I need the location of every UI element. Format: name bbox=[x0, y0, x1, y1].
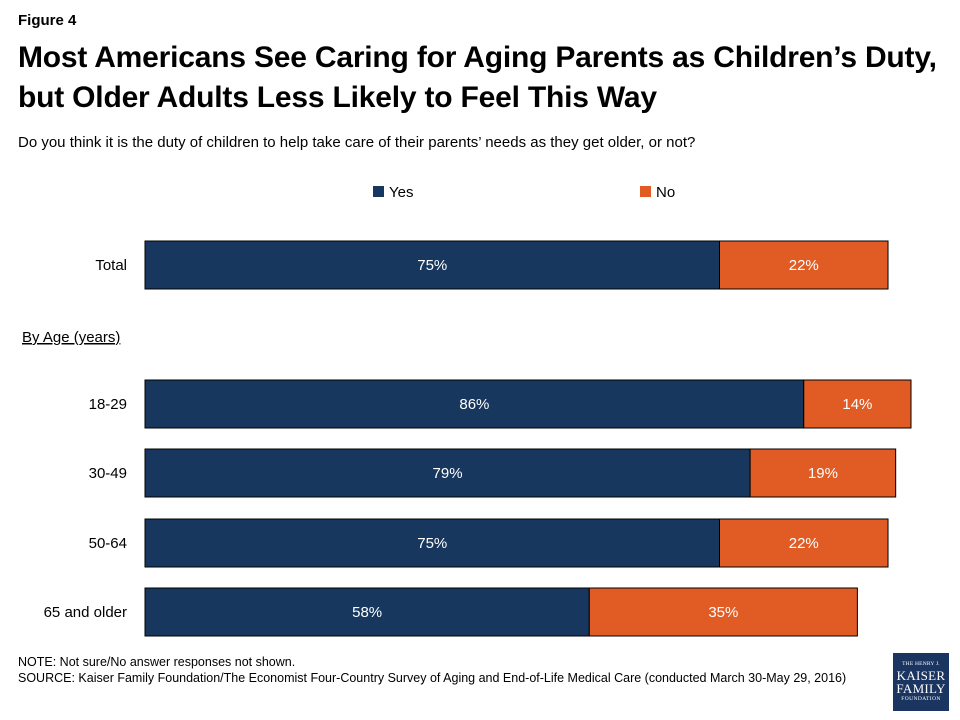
kff-logo: THE HENRY J. KAISER FAMILY FOUNDATION bbox=[893, 653, 949, 711]
data-label-no: 22% bbox=[789, 535, 819, 552]
bar-no bbox=[588, 587, 858, 637]
logo-line-1: THE HENRY J. bbox=[902, 660, 940, 667]
data-label-yes: 58% bbox=[352, 604, 382, 621]
group-label: By Age (years) bbox=[22, 329, 120, 346]
bar-yes bbox=[144, 240, 720, 290]
bar-no bbox=[719, 240, 889, 290]
figure-label: Figure 4 bbox=[18, 12, 77, 29]
data-label-yes: 79% bbox=[433, 465, 463, 482]
data-label-no: 19% bbox=[808, 465, 838, 482]
bar-no bbox=[719, 518, 889, 568]
category-label: 30-49 bbox=[89, 465, 127, 482]
chart-notes: NOTE: Not sure/No answer responses not s… bbox=[18, 654, 868, 686]
logo-line-4: FOUNDATION bbox=[901, 696, 941, 702]
data-label-no: 22% bbox=[789, 257, 819, 274]
bar-yes bbox=[144, 448, 751, 498]
chart-subtitle: Do you think it is the duty of children … bbox=[18, 134, 696, 151]
bar-yes bbox=[144, 587, 590, 637]
category-label: 18-29 bbox=[89, 396, 127, 413]
category-label: 50-64 bbox=[89, 535, 127, 552]
source-text: SOURCE: Kaiser Family Foundation/The Eco… bbox=[18, 671, 847, 685]
bar-no bbox=[749, 448, 897, 498]
data-label-no: 35% bbox=[708, 604, 738, 621]
chart-title: Most Americans See Caring for Aging Pare… bbox=[18, 41, 937, 114]
legend-swatch-yes bbox=[373, 186, 384, 197]
note-text: NOTE: Not sure/No answer responses not s… bbox=[18, 655, 296, 669]
data-label-yes: 75% bbox=[417, 535, 447, 552]
legend-label-yes: Yes bbox=[389, 184, 413, 201]
bar-yes bbox=[144, 379, 805, 429]
category-label: 65 and older bbox=[44, 604, 127, 621]
data-label-yes: 86% bbox=[459, 396, 489, 413]
data-label-no: 14% bbox=[842, 396, 872, 413]
legend-swatch-no bbox=[640, 186, 651, 197]
logo-line-3: FAMILY bbox=[896, 681, 946, 696]
data-label-yes: 75% bbox=[417, 257, 447, 274]
category-label: Total bbox=[95, 257, 127, 274]
stacked-bar-chart: Yes No By Age (years) Total 75% 22% 18-29 86% 14… bbox=[22, 184, 912, 637]
logo-line-2: KAISER bbox=[896, 668, 946, 683]
legend-label-no: No bbox=[656, 184, 675, 201]
bar-no bbox=[803, 379, 912, 429]
